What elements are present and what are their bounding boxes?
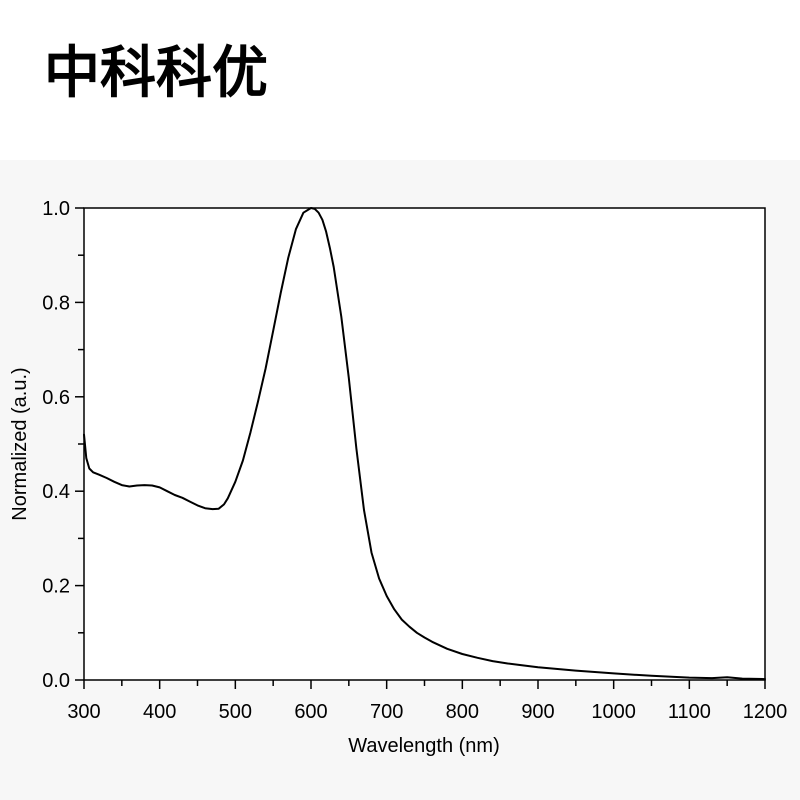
chart-panel: 300 400 500 600 700 800 900 1000 1100 1200 0.0 0.2…: [0, 160, 800, 800]
y-tick-label: 0.0: [42, 670, 70, 692]
x-tick-label: 400: [143, 701, 176, 723]
x-tick-label: 500: [219, 701, 252, 723]
x-tick-label: 700: [370, 701, 403, 723]
x-tick-label: 600: [294, 701, 327, 723]
x-tick-label: 300: [67, 701, 100, 723]
x-tick-label: 1200: [743, 701, 788, 723]
plot-area: [83, 207, 766, 681]
y-axis-ticks: [75, 207, 84, 681]
x-axis-ticks: [83, 680, 766, 689]
x-tick-label: 1100: [668, 701, 711, 723]
x-tick-label: 800: [446, 701, 479, 723]
y-axis-tick-labels: 0.0 0.2 0.4 0.6 0.8 1.0: [42, 198, 70, 692]
y-tick-label: 1.0: [42, 198, 70, 220]
y-axis-title: Normalized (a.u.): [9, 367, 31, 520]
y-tick-label: 0.4: [42, 481, 70, 503]
y-tick-label: 0.8: [42, 292, 70, 314]
brand-title: 中科科优: [44, 41, 268, 106]
x-axis-tick-labels: 300 400 500 600 700 800 900 1000 1100 1200: [67, 701, 787, 723]
x-axis-title: Wavelength (nm): [348, 735, 500, 757]
x-tick-label: 900: [521, 701, 554, 723]
x-tick-label: 1000: [591, 701, 636, 723]
y-tick-label: 0.2: [42, 576, 70, 598]
y-tick-label: 0.6: [42, 387, 70, 409]
spectrum-chart: 300 400 500 600 700 800 900 1000 1100 1200 0.0 0.2…: [9, 198, 787, 757]
absorbance-curve: [83, 207, 766, 681]
